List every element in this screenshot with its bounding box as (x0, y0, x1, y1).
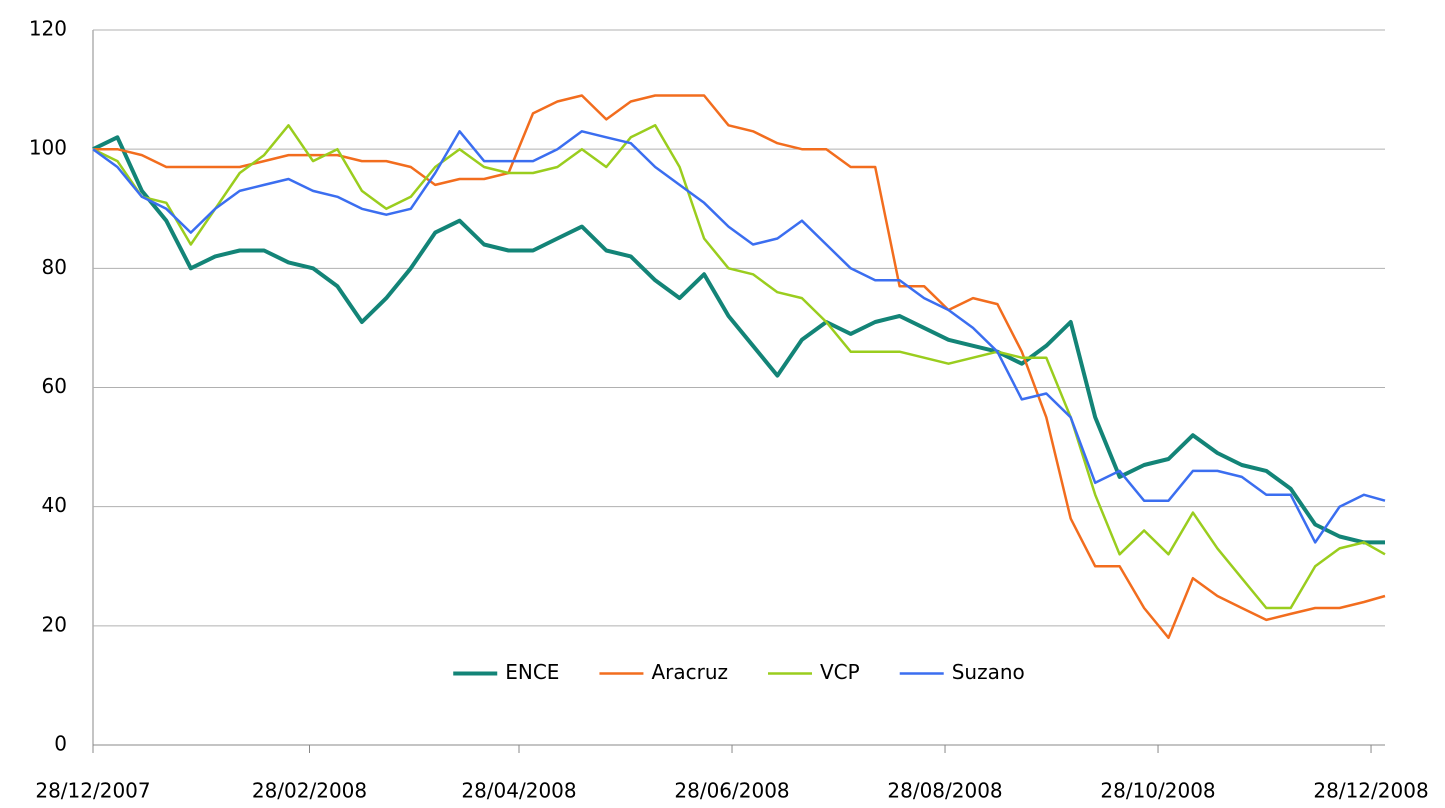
x-tick-label: 28/04/2008 (461, 779, 576, 803)
legend-label: Aracruz (651, 660, 728, 684)
legend-label: Suzano (952, 660, 1025, 684)
x-tick-label: 28/02/2008 (252, 779, 367, 803)
legend-label: VCP (820, 660, 860, 684)
x-tick-label: 28/12/2008 (1313, 779, 1428, 803)
series-line (92, 124, 1386, 610)
x-tick-label: 28/06/2008 (674, 779, 789, 803)
legend-label: ENCE (505, 660, 559, 684)
x-tick-label: 28/10/2008 (1100, 779, 1215, 803)
y-tick-label: 100 (29, 136, 67, 160)
y-tick-label: 80 (42, 255, 67, 279)
y-tick-label: 20 (42, 612, 67, 636)
series-line (92, 135, 1385, 545)
x-tick-label: 28/08/2008 (887, 779, 1002, 803)
x-tick-label: 28/12/2007 (35, 779, 150, 803)
y-tick-label: 60 (42, 374, 67, 398)
series-line (92, 130, 1386, 544)
series-line (93, 94, 1386, 640)
y-tick-label: 0 (54, 732, 67, 756)
y-tick-label: 40 (42, 493, 67, 517)
y-tick-label: 120 (29, 17, 67, 41)
